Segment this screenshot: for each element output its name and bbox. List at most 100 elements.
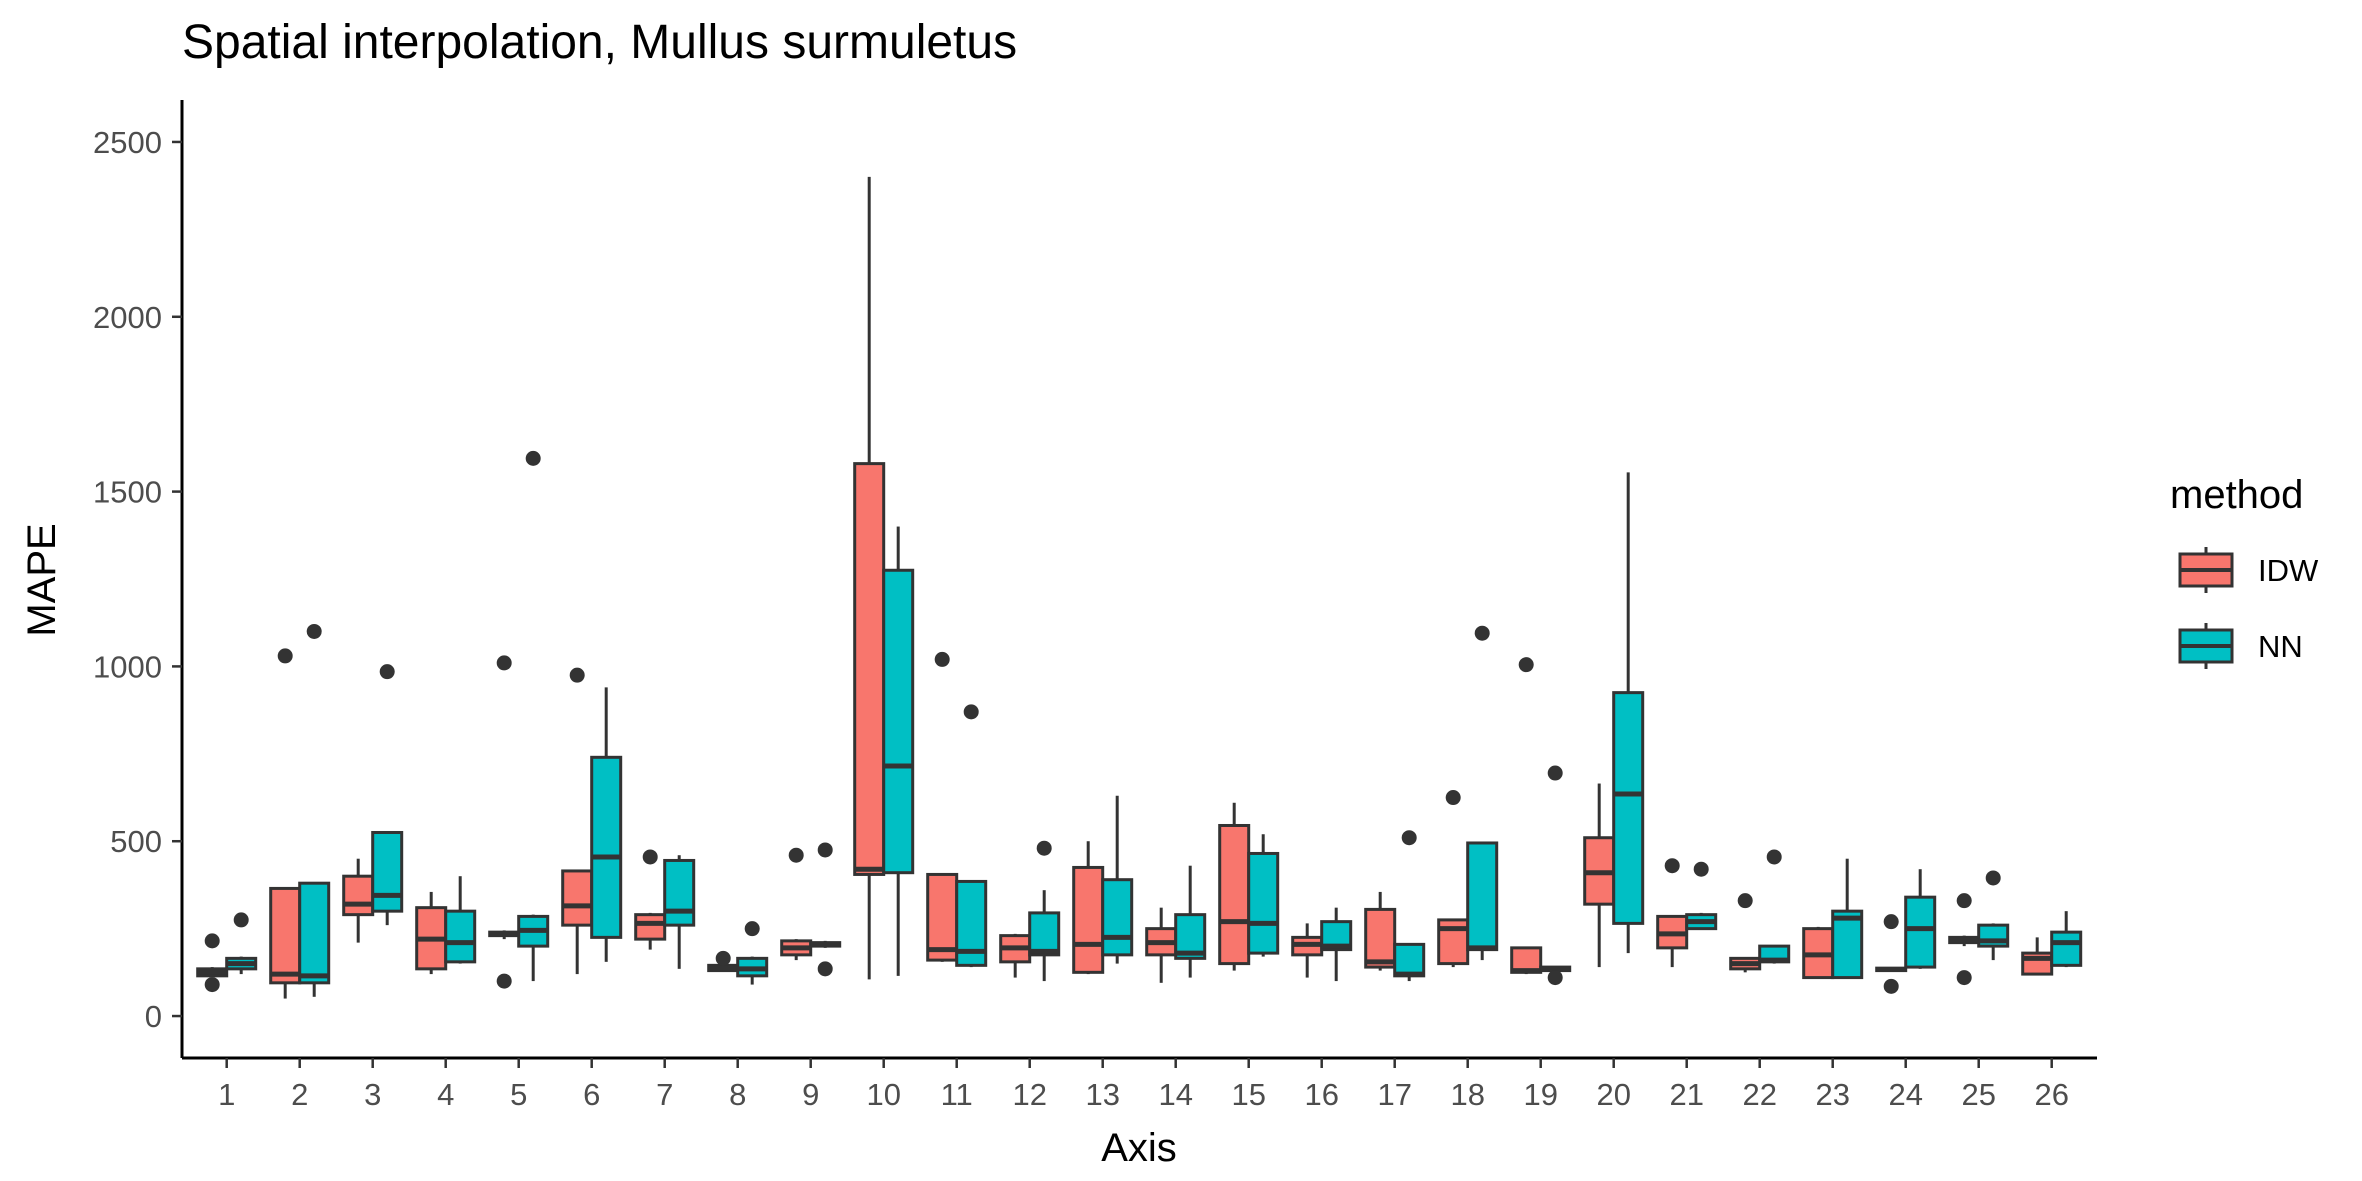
outlier-point	[1985, 870, 2001, 886]
outlier-point	[1518, 657, 1534, 673]
legend-key-idw	[2178, 547, 2234, 593]
y-tick-label: 1500	[93, 475, 162, 510]
box-nn-22	[1758, 849, 1791, 964]
outlier-point	[1547, 970, 1563, 986]
box-nn-8	[736, 921, 769, 985]
legend-key-nn	[2178, 623, 2234, 669]
box-idw-21	[1656, 858, 1689, 968]
box-idw-24	[1875, 914, 1908, 994]
outlier-point	[1445, 790, 1461, 806]
box-body	[444, 909, 477, 964]
x-tick-label: 9	[802, 1077, 819, 1112]
x-tick-label: 1	[218, 1077, 235, 1112]
box-nn-16	[1320, 907, 1353, 982]
x-tick-label: 7	[656, 1077, 673, 1112]
outlier-point	[788, 847, 804, 863]
box-idw-11	[926, 651, 959, 962]
x-tick-label: 20	[1596, 1077, 1630, 1112]
box-idw-9	[780, 847, 813, 961]
box-nn-2	[298, 623, 331, 997]
box-body	[1028, 911, 1061, 957]
box-nn-15	[1247, 834, 1280, 957]
outlier-point	[277, 648, 293, 664]
y-tick-label: 2000	[93, 300, 162, 335]
box-nn-3	[371, 664, 404, 926]
box-body	[926, 872, 959, 962]
box-nn-7	[663, 855, 696, 969]
box-body	[1904, 895, 1937, 969]
box-idw-3	[342, 858, 375, 943]
x-tick-label: 2	[291, 1077, 308, 1112]
x-tick-label: 12	[1012, 1077, 1046, 1112]
x-tick-label: 23	[1815, 1077, 1849, 1112]
x-tick-label: 13	[1085, 1077, 1119, 1112]
box-nn-21	[1685, 861, 1718, 931]
outlier-point	[496, 973, 512, 989]
outlier-point	[744, 921, 760, 937]
box-body	[298, 881, 331, 985]
box-nn-4	[444, 876, 477, 964]
outlier-point	[496, 655, 512, 671]
box-body	[634, 913, 667, 941]
box-nn-14	[1174, 865, 1207, 978]
outlier-point	[1766, 849, 1782, 865]
box-body	[342, 874, 375, 917]
outlier-point	[1474, 625, 1490, 641]
y-tick-label: 2500	[93, 125, 162, 160]
box-nn-11	[955, 704, 988, 968]
boxes-layer	[196, 176, 2083, 999]
outlier-point	[1737, 893, 1753, 909]
box-body	[663, 858, 696, 927]
box-body	[590, 755, 623, 939]
outlier-point	[233, 912, 249, 928]
y-axis-title: MAPE	[20, 523, 64, 636]
x-tick-label: 24	[1888, 1077, 1922, 1112]
box-idw-16	[1291, 923, 1324, 978]
box-idw-6	[561, 667, 594, 975]
outlier-point	[1036, 840, 1052, 856]
box-nn-1	[225, 912, 258, 975]
box-body	[1831, 909, 1864, 980]
x-tick-label: 21	[1669, 1077, 1703, 1112]
box-nn-17	[1393, 830, 1426, 982]
box-idw-22	[1729, 893, 1762, 973]
box-nn-9	[809, 842, 842, 977]
box-idw-23	[1802, 926, 1835, 980]
box-idw-2	[269, 648, 302, 999]
y-ticks: 0 500 1000 1500 2000 2500	[93, 125, 182, 1034]
box-body	[1612, 691, 1645, 925]
x-tick-label: 8	[729, 1077, 746, 1112]
box-body	[882, 568, 915, 875]
box-nn-25	[1977, 870, 2010, 961]
box-idw-17	[1364, 891, 1397, 971]
x-axis-title: Axis	[1101, 1126, 1177, 1170]
box-nn-12	[1028, 840, 1061, 982]
legend-label-nn: NN	[2258, 629, 2303, 664]
box-body	[1364, 907, 1397, 969]
legend: method IDW NN	[2170, 473, 2319, 669]
legend-label-idw: IDW	[2258, 553, 2319, 588]
x-tick-label: 25	[1961, 1077, 1995, 1112]
outlier-point	[817, 842, 833, 858]
y-tick-label: 0	[145, 999, 162, 1034]
x-tick-label: 4	[437, 1077, 454, 1112]
outlier-point	[1401, 830, 1417, 846]
x-tick-label: 17	[1377, 1077, 1411, 1112]
box-idw-4	[415, 891, 448, 975]
box-nn-18	[1466, 625, 1499, 961]
outlier-point	[1664, 858, 1680, 874]
x-tick-label: 6	[583, 1077, 600, 1112]
x-tick-label: 3	[364, 1077, 381, 1112]
legend-title: method	[2170, 473, 2303, 517]
outlier-point	[1547, 765, 1563, 781]
box-body	[2050, 930, 2083, 967]
outlier-point	[1883, 978, 1899, 994]
box-body	[1247, 851, 1280, 955]
x-tick-label: 11	[941, 1077, 973, 1112]
box-idw-19	[1510, 657, 1543, 975]
box-nn-13	[1101, 795, 1134, 964]
box-body	[561, 869, 594, 927]
outlier-point	[817, 961, 833, 977]
